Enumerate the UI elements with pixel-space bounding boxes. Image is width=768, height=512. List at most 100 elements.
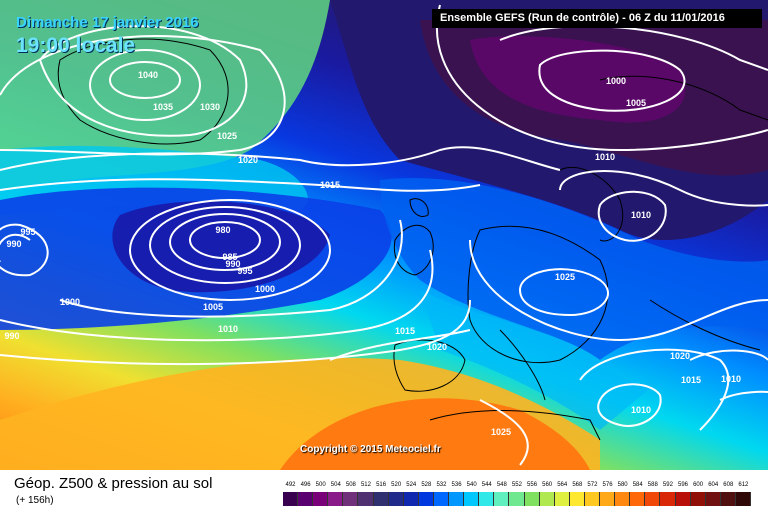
scale-tick-label: 504 — [330, 482, 341, 488]
isobar-label: 990 — [225, 259, 240, 269]
scale-tick-label: 536 — [451, 482, 462, 488]
color-scale: 492 496 500 504 508 512 516 520 524 528 532 536 540 5… — [283, 472, 751, 508]
region-europe-cyan — [420, 290, 660, 430]
scale-tick-label: 576 — [602, 482, 613, 488]
scale-tick-label: 520 — [391, 482, 402, 488]
scale-swatch — [735, 492, 751, 506]
isobar-label: 1010 — [595, 152, 615, 162]
scale-swatch — [705, 492, 721, 506]
scale-tick-label: 580 — [617, 482, 628, 488]
isobars — [0, 4, 768, 466]
scale-tick-label: 560 — [542, 482, 553, 488]
scale-swatch — [524, 492, 540, 506]
scale-tick-label: 512 — [360, 482, 371, 488]
scale-tick-label: 552 — [511, 482, 522, 488]
isobar-label: 1025 — [491, 427, 511, 437]
legend-bar: Géop. Z500 & pression au sol (+ 156h) 49… — [0, 470, 768, 512]
isobar-label: 995 — [20, 227, 35, 237]
scale-swatch — [388, 492, 404, 506]
region-europe-blue — [380, 178, 768, 360]
scale-tick-label: 588 — [647, 482, 658, 488]
isobar-label: 980 — [215, 225, 230, 235]
scale-tick-label: 556 — [527, 482, 538, 488]
scale-tick-label: 508 — [345, 482, 356, 488]
scale-swatch — [479, 492, 495, 506]
scale-swatch — [584, 492, 601, 506]
scale-tick-label: 500 — [315, 482, 326, 488]
isobar-label: 1010 — [218, 324, 238, 334]
isobar-label: 1015 — [395, 326, 415, 336]
scale-tick-label: 572 — [587, 482, 598, 488]
isobar-label: 1030 — [200, 102, 220, 112]
scale-swatch — [509, 492, 525, 506]
scale-swatch — [418, 492, 434, 506]
scale-swatch — [554, 492, 570, 506]
scale-swatch — [358, 492, 374, 506]
scale-tick-label: 612 — [738, 482, 749, 488]
scale-swatch — [539, 492, 555, 506]
scale-tick-label: 564 — [557, 482, 568, 488]
scale-swatch — [298, 492, 314, 506]
scale-swatch — [403, 492, 419, 506]
scale-swatch — [615, 492, 631, 506]
scale-swatch — [660, 492, 676, 506]
isobar-label: 1020 — [238, 155, 258, 165]
scale-swatch — [343, 492, 359, 506]
region-north-trough-inner — [470, 36, 686, 123]
scale-tick-label: 608 — [723, 482, 734, 488]
isobar-label: 1010 — [631, 210, 651, 220]
isobar-label: 1040 — [138, 70, 158, 80]
scale-tick-label: 540 — [466, 482, 477, 488]
legend-title: Géop. Z500 & pression au sol — [14, 475, 213, 492]
isobar-label: 1015 — [681, 375, 701, 385]
isobar-label: 1010 — [721, 374, 741, 384]
isobar-label: 1025 — [555, 272, 575, 282]
isobar-label: 1000 — [60, 297, 80, 307]
scale-tick-label: 596 — [678, 482, 689, 488]
copyright: Copyright © 2015 Meteociel.fr — [300, 444, 441, 455]
isobar-label: 990 — [4, 331, 19, 341]
isobar-label: 1000 — [255, 284, 275, 294]
scale-swatch — [645, 492, 661, 506]
scale-tick-label: 600 — [693, 482, 704, 488]
isobar-label: 990 — [6, 239, 21, 249]
forecast-date: Dimanche 17 janvier 2016 — [16, 14, 199, 31]
scale-swatch — [464, 492, 480, 506]
weather-map: 1040 1035 1030 1025 1020 1015 1010 1005 … — [0, 0, 768, 470]
scale-swatch — [630, 492, 646, 506]
scale-swatch — [494, 492, 510, 506]
isobar-label: 1005 — [626, 98, 646, 108]
isobar-label: 1020 — [427, 342, 447, 352]
scale-tick-label: 568 — [572, 482, 583, 488]
scale-tick-label: 528 — [421, 482, 432, 488]
scale-tick-label: 492 — [285, 482, 296, 488]
scale-swatch — [569, 492, 585, 506]
forecast-time: 19:00 locale — [16, 34, 136, 57]
model-run-label: Ensemble GEFS (Run de contrôle) - 06 Z d… — [432, 9, 762, 28]
scale-tick-label: 496 — [300, 482, 311, 488]
isobar-label: 995 — [237, 266, 252, 276]
scale-swatch — [433, 492, 450, 506]
land-outlines — [57, 38, 768, 441]
isobar-label: 1035 — [153, 102, 173, 112]
forecast-lead-time: (+ 156h) — [16, 495, 54, 506]
scale-tick-label: 524 — [406, 482, 417, 488]
scale-swatch — [373, 492, 389, 506]
scale-tick-label: 544 — [481, 482, 492, 488]
scale-tick-label: 516 — [376, 482, 387, 488]
scale-tick-label: 584 — [632, 482, 643, 488]
isobar-label: 1000 — [606, 76, 626, 86]
scale-swatch — [328, 492, 344, 506]
scale-tick-label: 604 — [708, 482, 719, 488]
isobar-label: 1020 — [670, 351, 690, 361]
scale-tick-label: 548 — [496, 482, 507, 488]
isobar-label: 1005 — [203, 302, 223, 312]
region-subtropical-core — [280, 398, 590, 470]
scale-swatch — [690, 492, 706, 506]
scale-swatch — [600, 492, 616, 506]
isobar-label: 985 — [222, 252, 237, 262]
scale-tick-label: 532 — [436, 482, 447, 488]
scale-tick-label: 592 — [662, 482, 673, 488]
scale-swatch — [313, 492, 329, 506]
scale-swatch — [449, 492, 465, 506]
